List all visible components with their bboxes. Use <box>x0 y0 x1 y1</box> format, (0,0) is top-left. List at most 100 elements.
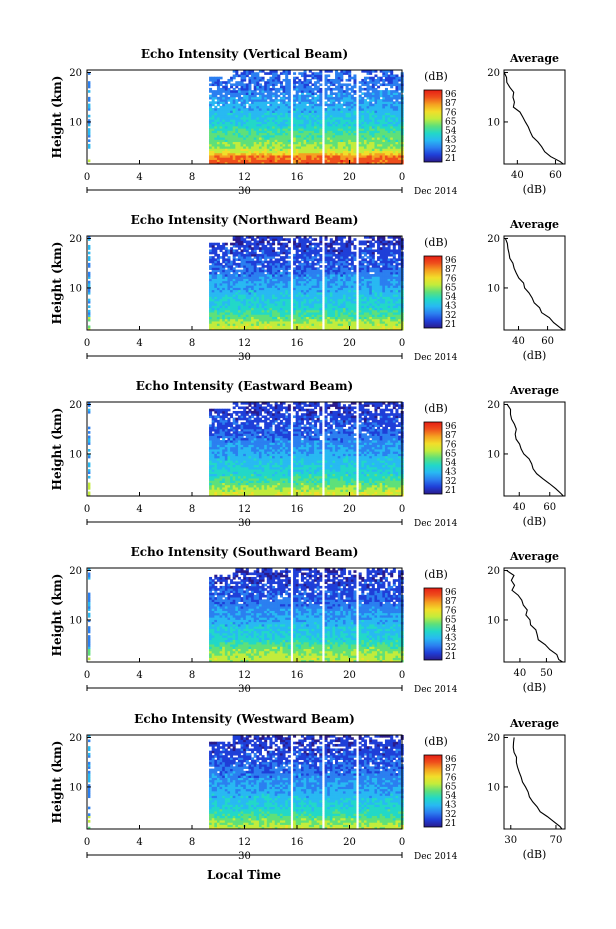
heatmap-cell <box>285 105 289 109</box>
heatmap-cell <box>353 123 357 127</box>
heatmap-cell <box>264 161 268 165</box>
heatmap-cell <box>361 327 365 331</box>
heatmap-cell <box>258 152 262 156</box>
heatmap-cell <box>332 112 336 116</box>
heatmap-cell <box>235 148 239 151</box>
heatmap-cell <box>377 139 381 143</box>
x-tick-label: 0 <box>84 172 90 183</box>
heatmap-cell <box>253 103 257 107</box>
heatmap-cell <box>308 262 312 266</box>
heatmap-cell <box>237 152 241 156</box>
heatmap-cell <box>282 78 286 82</box>
heatmap-cell <box>227 132 231 136</box>
heatmap-cell <box>327 150 331 154</box>
heatmap-cell <box>227 137 231 140</box>
heatmap-cell <box>261 99 265 102</box>
heatmap-cell <box>332 152 336 156</box>
heatmap-cell <box>350 157 354 160</box>
heatmap-cell <box>371 325 375 329</box>
heatmap-cell <box>266 117 270 120</box>
heatmap-cell <box>390 108 394 111</box>
heatmap-cell <box>335 134 339 138</box>
heatmap-cell <box>332 161 336 165</box>
heatmap-cell <box>219 139 223 143</box>
heatmap-cell <box>258 108 262 111</box>
heatmap-cell <box>366 117 370 120</box>
heatmap-cell <box>264 269 268 273</box>
heatmap-cell <box>353 146 357 149</box>
heatmap-cell <box>311 130 315 134</box>
heatmap-cell <box>329 143 333 147</box>
heatmap-cell <box>332 139 336 143</box>
heatmap-cell <box>384 125 388 129</box>
heatmap-cell <box>282 70 286 73</box>
heatmap-cell <box>88 159 91 163</box>
heatmap-cell <box>224 105 228 109</box>
heatmap-cell <box>382 119 386 122</box>
heatmap-cell <box>303 87 307 91</box>
heatmap-cell <box>392 78 396 82</box>
heatmap-cell <box>269 83 273 87</box>
heatmap-cell <box>209 105 213 109</box>
heatmap-cell <box>209 114 213 118</box>
heatmap-cell <box>348 114 352 118</box>
heatmap-cell <box>324 130 328 134</box>
heatmap-cell <box>272 123 276 127</box>
heatmap-cell <box>279 112 283 116</box>
average-y-tick-label: 10 <box>487 117 500 128</box>
heatmap-cell <box>329 114 333 118</box>
heatmap-cell <box>274 134 278 138</box>
heatmap-cell <box>395 92 399 96</box>
heatmap-cell <box>227 110 231 113</box>
heatmap-cell <box>258 123 262 127</box>
heatmap-cell <box>272 114 276 118</box>
heatmap-cell <box>251 152 255 156</box>
heatmap-cell <box>369 72 373 75</box>
heatmap-cell <box>298 157 302 160</box>
heatmap-cell <box>395 148 399 151</box>
heatmap-cell <box>340 132 344 136</box>
heatmap-cell <box>329 99 333 102</box>
heatmap-cell <box>258 117 262 120</box>
heatmap-cell <box>261 148 265 151</box>
heatmap-cell <box>266 101 270 104</box>
heatmap-cell <box>272 103 276 107</box>
heatmap-cell <box>369 121 373 125</box>
heatmap-cell <box>248 323 252 326</box>
heatmap-cell <box>348 110 352 113</box>
heatmap-cell <box>348 152 352 156</box>
heatmap-cell <box>332 132 336 136</box>
heatmap-cell <box>211 101 215 104</box>
heatmap-cell <box>293 83 297 87</box>
heatmap-cell <box>337 99 341 102</box>
heatmap-cell <box>340 134 344 138</box>
heatmap-cell <box>285 103 289 107</box>
heatmap-cell <box>240 117 244 120</box>
heatmap-cell <box>390 152 394 156</box>
heatmap-cell <box>337 123 341 127</box>
heatmap-cell <box>308 134 312 138</box>
heatmap-cell <box>227 159 231 163</box>
heatmap-cell <box>264 155 268 158</box>
heatmap-cell <box>293 267 297 270</box>
heatmap-cell <box>319 105 323 109</box>
heatmap-cell <box>398 105 402 109</box>
heatmap-cell <box>329 137 333 140</box>
heatmap-cell <box>382 90 386 93</box>
heatmap-cell <box>308 87 312 91</box>
heatmap-cell <box>295 112 299 116</box>
heatmap-cell <box>303 123 307 127</box>
heatmap-cell <box>253 78 257 82</box>
heatmap-cell <box>235 269 239 273</box>
heatmap-cell <box>374 260 378 264</box>
heatmap-cell <box>379 130 383 134</box>
heatmap-cell <box>361 108 365 111</box>
heatmap-cell <box>300 323 304 326</box>
heatmap-cell <box>243 94 247 98</box>
heatmap-cell <box>224 123 228 127</box>
heatmap-cell <box>269 96 273 100</box>
heatmap-cell <box>224 83 228 87</box>
heatmap-cell <box>224 157 228 160</box>
heatmap-cell <box>306 325 310 329</box>
heatmap-cell <box>324 157 328 160</box>
